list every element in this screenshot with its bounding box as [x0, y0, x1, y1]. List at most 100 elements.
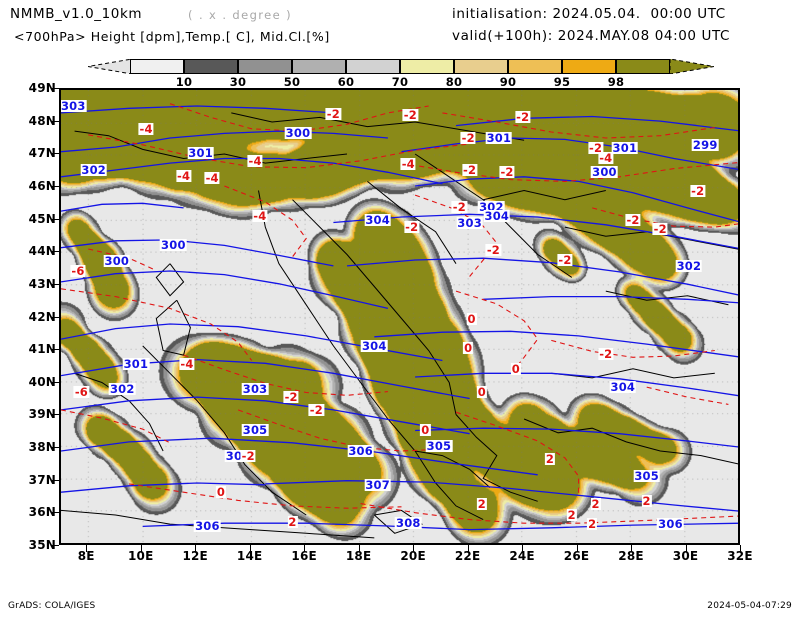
temperature-contour-label: -2	[485, 242, 502, 257]
height-contour-line	[61, 130, 388, 153]
temperature-contour-label: -2	[557, 253, 573, 267]
colorbar-cell	[292, 59, 346, 74]
latitude-tick-mark	[52, 283, 59, 285]
latitude-tick-label: 48N	[28, 113, 56, 128]
height-contour-line	[415, 176, 738, 223]
temperature-contour-label: -6	[70, 263, 86, 278]
temperature-contour-label: 0	[510, 361, 522, 376]
field-description-label: <700hPa> Height [dpm],Temp.[ C], Mid.Cl.…	[14, 29, 330, 44]
temperature-contour-label: -4	[175, 168, 192, 183]
height-contour-label: 302	[478, 199, 505, 214]
temperature-contour-label: 2	[476, 496, 487, 511]
temperature-contour-label: -2	[325, 106, 341, 121]
coastline-path	[231, 112, 525, 141]
longitude-tick-label: 16E	[291, 549, 317, 563]
coastline-path	[155, 299, 191, 356]
temperature-contour-label: 2	[590, 496, 601, 511]
colorbar-tick-label: 30	[229, 75, 247, 89]
temperature-contour-line	[88, 134, 470, 169]
temperature-contour-line	[551, 339, 715, 358]
height-contour-line	[265, 480, 738, 512]
colorbar-cell	[508, 59, 562, 74]
longitude-tick-mark	[467, 545, 469, 552]
height-contour-label: 301	[611, 141, 639, 156]
coastline-path	[367, 181, 457, 264]
temperature-contour-label: -2	[402, 108, 418, 123]
temperature-contour-line	[183, 354, 388, 396]
temperature-contour-label: -2	[625, 213, 641, 228]
height-contour-label: 301	[122, 357, 150, 372]
longitude-tick-label: 22E	[454, 549, 481, 563]
longitude-tick-label: 18E	[345, 549, 372, 563]
colorbar-cell	[616, 59, 670, 74]
colorbar-underflow-arrow-icon	[88, 59, 132, 74]
temperature-contour-line	[646, 386, 729, 405]
height-contour-label: 306	[347, 444, 374, 459]
coastline-path	[523, 418, 738, 465]
latitude-tick-label: 42N	[28, 309, 56, 324]
longitude-tick-mark	[576, 545, 578, 552]
height-contour-label: 303	[241, 382, 269, 397]
coastline-path	[483, 189, 606, 201]
longitude-tick-mark	[685, 545, 687, 552]
temperature-contour-label: -4	[400, 157, 416, 172]
height-contour-label: 305	[425, 439, 453, 454]
latitude-tick-mark	[52, 316, 59, 318]
temperature-contour-label: -2	[404, 220, 420, 235]
latitude-tick-label: 38N	[28, 440, 56, 455]
latitude-tick-label: 35N	[28, 538, 56, 552]
latitude-tick-label: 41N	[28, 342, 56, 357]
temperature-contour-line	[61, 288, 253, 361]
colorbar-tick-label: 50	[283, 75, 301, 89]
map-contour-overlay	[61, 103, 738, 539]
temperature-contour-line	[455, 411, 580, 495]
latitude-tick-mark	[52, 545, 59, 546]
longitude-tick-mark	[358, 545, 360, 552]
colorbar-tick-label: 60	[337, 75, 355, 89]
colorbar-scale: 10 30 50 60 70 80 90 95 98	[88, 59, 714, 89]
longitude-tick-label: 20E	[400, 549, 426, 563]
height-contour-label: 300	[103, 254, 131, 269]
height-contour-label: 303	[456, 215, 483, 230]
temperature-contour-label: -4	[252, 208, 268, 223]
temperature-contour-label: 2	[587, 517, 598, 532]
colorbar-legend: 10 30 50 60 70 80 90 95 98	[0, 56, 800, 89]
resolution-note-label: ( . x . degree )	[188, 8, 293, 22]
height-contour-line	[333, 213, 738, 249]
weather-map-panel[interactable]: 303 300 301 302 301 300 299 301 302 300 303 302 300 3…	[59, 88, 740, 545]
longitude-tick-label: 26E	[563, 549, 590, 563]
height-contour-label: 305	[633, 469, 660, 484]
height-contour-line	[61, 202, 184, 212]
footer-attribution: GrADS: COLA/IGES	[8, 601, 96, 611]
latitude-tick-label: 44N	[28, 244, 56, 259]
colorbar-tick-label: 10	[175, 75, 193, 89]
temperature-contour-label: -4	[598, 150, 614, 165]
latitude-tick-mark	[52, 512, 59, 514]
coastline-path	[373, 509, 424, 534]
temperature-contour-label: 2	[641, 494, 652, 509]
temperature-contour-line	[360, 503, 738, 524]
longitude-tick-label: 32E	[727, 549, 753, 563]
height-contour-line	[61, 105, 334, 114]
latitude-tick-mark	[52, 153, 59, 155]
initialisation-label: initialisation: 2024.05.04. 00:00 UTC	[452, 6, 726, 22]
longitude-tick-mark	[249, 545, 251, 552]
height-contour-label: 302	[108, 382, 136, 397]
temperature-contour-label: -2	[499, 165, 515, 180]
coastline-path	[455, 414, 538, 502]
temperature-contour-label: -4	[247, 153, 263, 168]
latitude-tick-label: 45N	[28, 211, 56, 226]
height-contour-label: 308	[394, 516, 422, 531]
temperature-contour-label: -2	[690, 184, 706, 199]
temperature-contour-line	[237, 409, 443, 452]
height-contour-label: 305	[241, 423, 269, 438]
height-contour-label: 300	[160, 238, 187, 253]
longitude-tick-mark	[413, 545, 415, 552]
colorbar-cell	[562, 59, 616, 74]
colorbar-tick-label: 70	[391, 75, 409, 89]
latitude-tick-label: 49N	[28, 81, 56, 95]
temperature-contour-label: -2	[240, 448, 256, 463]
height-contour-line	[374, 330, 738, 358]
latitude-tick-label: 39N	[28, 407, 56, 422]
temperature-contour-line	[442, 112, 715, 139]
